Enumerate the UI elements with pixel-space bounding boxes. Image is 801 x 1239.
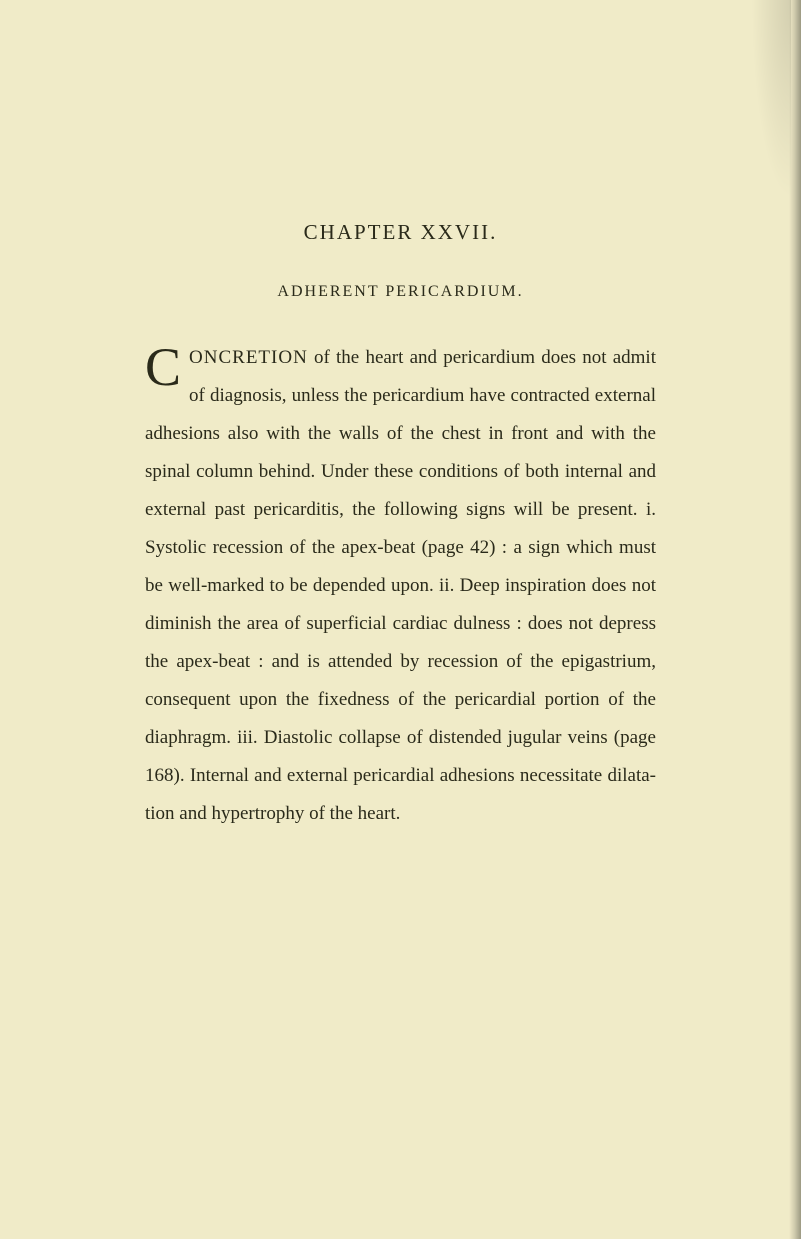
page-corner-shadow (751, 0, 791, 200)
body-paragraph: CONCRETION of the heart and pericardium … (145, 339, 656, 833)
page-container: CHAPTER XXVII. ADHERENT PERICARDIUM. CON… (0, 0, 801, 1239)
body-text-content: of the heart and pericardium does not ad… (145, 347, 656, 824)
chapter-title: CHAPTER XXVII. (145, 220, 656, 245)
first-word: ONCRETION (189, 347, 308, 368)
section-title: ADHERENT PERICARDIUM. (145, 283, 656, 301)
drop-cap: C (145, 339, 189, 391)
